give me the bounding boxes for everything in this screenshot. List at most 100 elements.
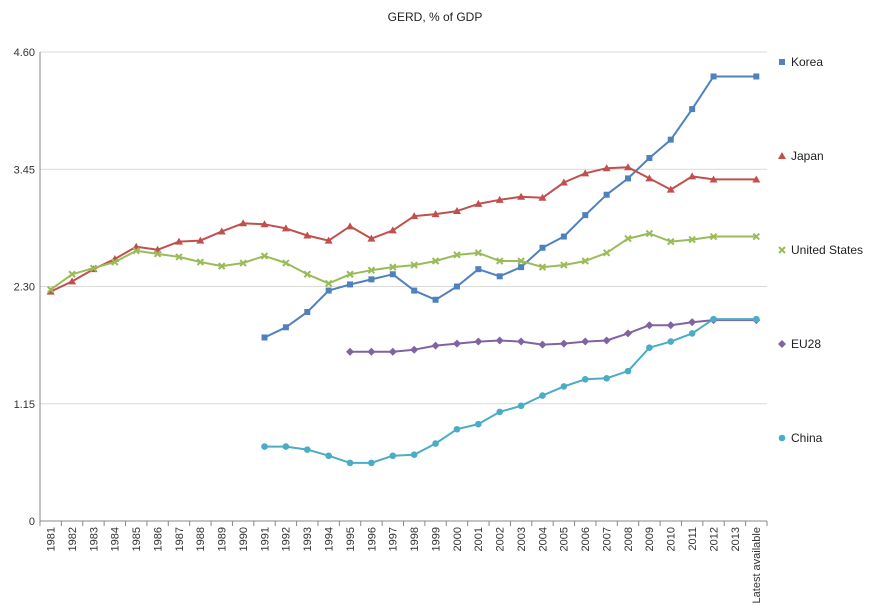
- data-point-united-states: [111, 258, 119, 266]
- gridlines: [40, 51, 767, 522]
- data-point-china: [325, 452, 332, 460]
- data-point-japan: [239, 219, 248, 227]
- data-point-united-states: [453, 251, 461, 259]
- x-tick-label: 2009: [644, 527, 656, 551]
- data-point-united-states: [410, 261, 418, 269]
- legend-item-korea: Korea: [779, 55, 823, 69]
- axes: 0 1.15 2.30 3.45 4.60 1981 1982 1983 1984 1985 198…: [14, 47, 768, 603]
- data-point-china: [517, 402, 525, 410]
- data-point-china: [560, 383, 568, 390]
- data-point-korea: [325, 287, 332, 294]
- legend-marker-japan: [778, 152, 786, 159]
- data-point-japan: [495, 195, 504, 203]
- data-point-japan: [517, 192, 526, 200]
- x-tick-label: 1998: [409, 527, 421, 551]
- data-point-china: [539, 392, 546, 399]
- data-point-japan: [346, 222, 355, 230]
- data-point-korea: [539, 244, 546, 251]
- data-point-united-states: [89, 264, 98, 272]
- data-point-united-states: [496, 257, 504, 265]
- data-point-united-states: [132, 247, 140, 255]
- data-point-japan: [303, 231, 312, 239]
- data-point-eu28: [452, 339, 461, 348]
- data-point-korea: [389, 271, 396, 278]
- data-point-united-states: [645, 229, 654, 238]
- x-tick-label: 1985: [131, 527, 143, 551]
- series-china: [261, 315, 760, 467]
- data-point-japan: [260, 220, 269, 228]
- data-point-japan: [68, 277, 77, 285]
- x-tick-label: 1999: [430, 527, 442, 551]
- data-point-china: [303, 446, 311, 453]
- x-tick-label: 2005: [559, 527, 571, 551]
- x-tick-label: 1994: [324, 527, 336, 551]
- legend-label-eu28: EU28: [791, 337, 821, 351]
- data-point-united-states: [346, 270, 354, 278]
- data-point-united-states: [196, 258, 205, 266]
- data-point-eu28: [367, 347, 376, 356]
- data-point-eu28: [517, 337, 526, 346]
- y-tick-label: 0: [29, 516, 35, 528]
- x-tick-label: 2003: [516, 527, 528, 551]
- series-line-eu28: [350, 319, 757, 353]
- data-point-china: [710, 315, 717, 323]
- data-point-united-states: [709, 232, 718, 241]
- data-point-japan: [196, 236, 205, 244]
- data-point-china: [688, 330, 696, 337]
- data-point-korea: [261, 334, 268, 341]
- legend-item-eu28: EU28: [778, 337, 821, 351]
- data-point-united-states: [303, 270, 311, 278]
- data-point-japan: [688, 172, 697, 180]
- data-point-china: [667, 338, 675, 345]
- data-point-eu28: [559, 339, 568, 348]
- data-point-korea: [347, 281, 354, 288]
- data-point-united-states: [624, 234, 632, 243]
- data-point-eu28: [346, 347, 355, 356]
- x-tick-label: 2001: [473, 527, 485, 551]
- data-point-united-states: [688, 235, 696, 244]
- x-tick-label: 1981: [46, 527, 58, 551]
- data-point-china: [475, 420, 482, 428]
- series-line-united-states: [50, 232, 757, 291]
- legend-marker-united-states: [778, 246, 786, 254]
- data-point-eu28: [688, 318, 697, 327]
- data-point-china: [282, 443, 290, 450]
- series-united-states: [46, 229, 761, 294]
- x-tick-label: 1992: [281, 527, 293, 551]
- data-point-korea: [625, 175, 632, 182]
- x-tick-label: 2007: [601, 527, 613, 551]
- x-tick-label: 1996: [366, 527, 378, 551]
- legend-marker-china: [778, 434, 786, 442]
- data-point-japan: [752, 175, 761, 183]
- data-point-united-states: [602, 249, 611, 257]
- data-point-korea: [667, 136, 674, 143]
- data-point-united-states: [389, 263, 397, 271]
- data-point-korea: [368, 276, 375, 283]
- data-point-japan: [709, 175, 718, 183]
- x-tick-label: 2012: [708, 527, 720, 551]
- data-point-united-states: [667, 237, 675, 246]
- data-point-united-states: [239, 259, 247, 267]
- data-point-united-states: [68, 270, 76, 278]
- x-tick-label: Latest available: [751, 527, 763, 603]
- data-point-china: [389, 452, 397, 460]
- data-point-japan: [538, 193, 547, 201]
- data-point-china: [453, 425, 461, 433]
- data-point-japan: [367, 234, 376, 242]
- data-point-united-states: [560, 261, 568, 269]
- x-tick-label: 2000: [452, 527, 464, 551]
- data-point-japan: [410, 212, 419, 220]
- x-tick-label: 1988: [195, 527, 207, 551]
- data-point-japan: [174, 237, 183, 245]
- data-point-united-states: [218, 262, 226, 270]
- legend-item-china: China: [778, 431, 823, 445]
- data-point-united-states: [324, 279, 333, 288]
- data-point-eu28: [645, 321, 654, 330]
- data-point-united-states: [431, 257, 440, 265]
- data-point-korea: [411, 287, 418, 294]
- y-tick-label: 3.45: [14, 164, 35, 176]
- data-point-eu28: [666, 321, 675, 330]
- data-point-korea: [582, 212, 589, 219]
- series-line-japan: [50, 166, 757, 293]
